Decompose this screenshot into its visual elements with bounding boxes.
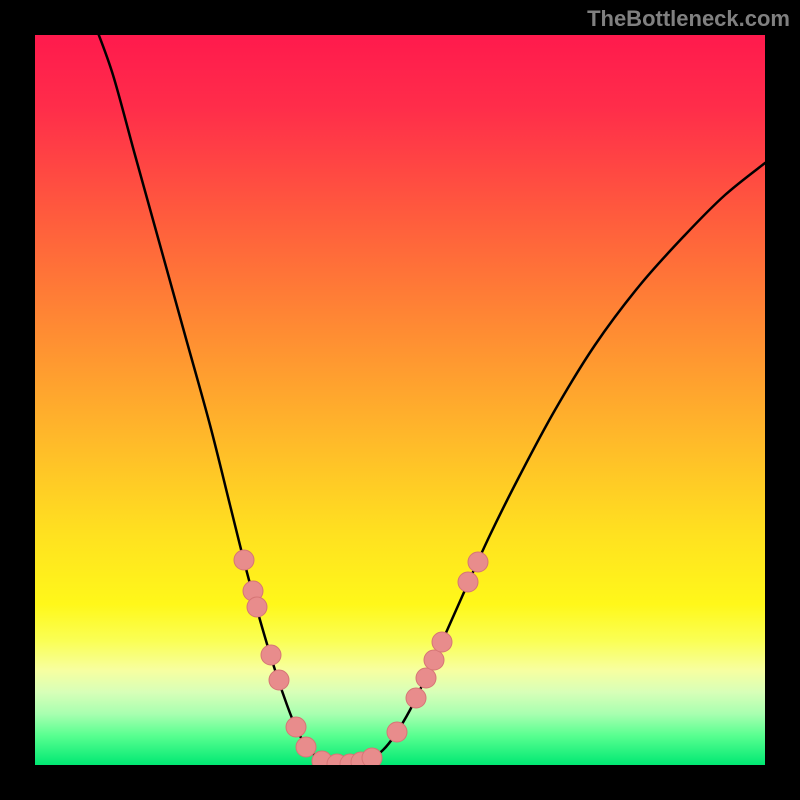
data-marker: [247, 597, 267, 617]
data-marker: [286, 717, 306, 737]
data-marker: [468, 552, 488, 572]
data-marker: [234, 550, 254, 570]
curve-layer: [35, 35, 765, 765]
data-marker: [296, 737, 316, 757]
data-marker: [362, 748, 382, 765]
watermark-text: TheBottleneck.com: [587, 6, 790, 32]
data-marker: [458, 572, 478, 592]
right-curve-path: [337, 163, 765, 764]
chart-container: TheBottleneck.com: [0, 0, 800, 800]
data-marker: [406, 688, 426, 708]
data-marker: [261, 645, 281, 665]
data-marker: [387, 722, 407, 742]
marker-group: [234, 550, 488, 765]
data-marker: [424, 650, 444, 670]
data-marker: [432, 632, 452, 652]
data-marker: [416, 668, 436, 688]
left-curve-path: [95, 35, 337, 764]
plot-area: [35, 35, 765, 765]
data-marker: [269, 670, 289, 690]
